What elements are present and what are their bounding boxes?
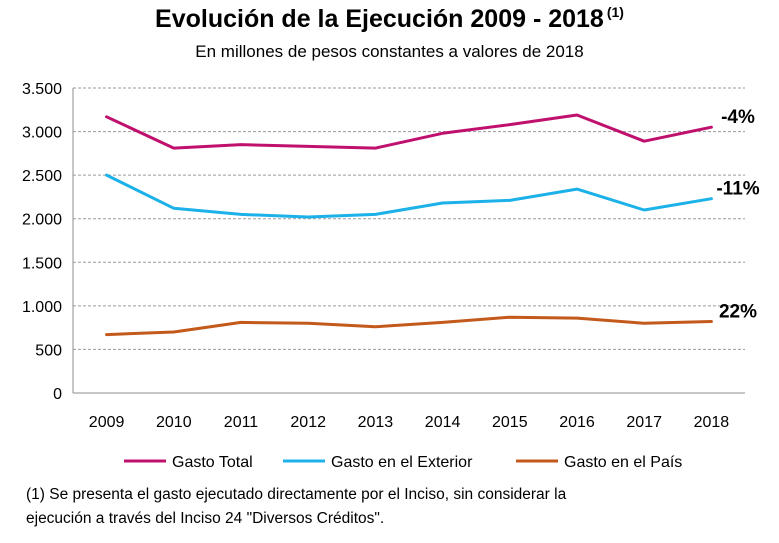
series-end-label: 22% xyxy=(719,302,757,323)
x-tick-label: 2011 xyxy=(224,414,259,431)
x-tick-label: 2014 xyxy=(425,414,461,431)
x-tick-label: 2009 xyxy=(89,414,125,431)
footnote-line-2: ejecución a través del Inciso 24 "Divers… xyxy=(26,510,385,527)
y-tick-label: 2.500 xyxy=(22,168,62,185)
footnote-line-1: (1) Se presenta el gasto ejecutado direc… xyxy=(26,486,567,503)
y-tick-label: 2.000 xyxy=(22,212,62,229)
series-line-2 xyxy=(105,173,713,219)
x-tick-label: 2016 xyxy=(559,414,595,431)
y-tick-label: 500 xyxy=(35,342,62,359)
y-tick-label: 3.500 xyxy=(22,81,62,98)
x-tick-label: 2010 xyxy=(156,414,192,431)
series-end-label: -11% xyxy=(716,179,759,200)
series-line-1 xyxy=(105,113,713,150)
footnote: (1) Se presenta el gasto ejecutado direc… xyxy=(26,483,766,531)
legend-label: Gasto Total xyxy=(172,454,253,471)
series-line-3 xyxy=(105,315,713,337)
chart-title: Evolución de la Ejecución 2009 - 2018 (1) xyxy=(0,4,779,34)
y-tick-label: 1.500 xyxy=(22,255,62,272)
chart-title-text: Evolución de la Ejecución 2009 - 2018 xyxy=(155,5,604,33)
x-tick-label: 2015 xyxy=(492,414,528,431)
chart-subtitle: En millones de pesos constantes a valore… xyxy=(195,42,584,61)
title-footnote-ref: (1) xyxy=(606,4,624,20)
y-tick-label: 0 xyxy=(53,386,62,403)
x-tick-label: 2017 xyxy=(626,414,662,431)
legend-label: Gasto en el Exterior xyxy=(331,454,473,471)
x-tick-label: 2012 xyxy=(290,414,326,431)
legend-label: Gasto en el País xyxy=(564,454,682,471)
series-end-label: -4% xyxy=(721,107,755,128)
x-tick-label: 2013 xyxy=(358,414,394,431)
y-tick-label: 1.000 xyxy=(22,299,62,316)
x-tick-label: 2018 xyxy=(694,414,730,431)
y-tick-label: 3.000 xyxy=(22,125,62,142)
